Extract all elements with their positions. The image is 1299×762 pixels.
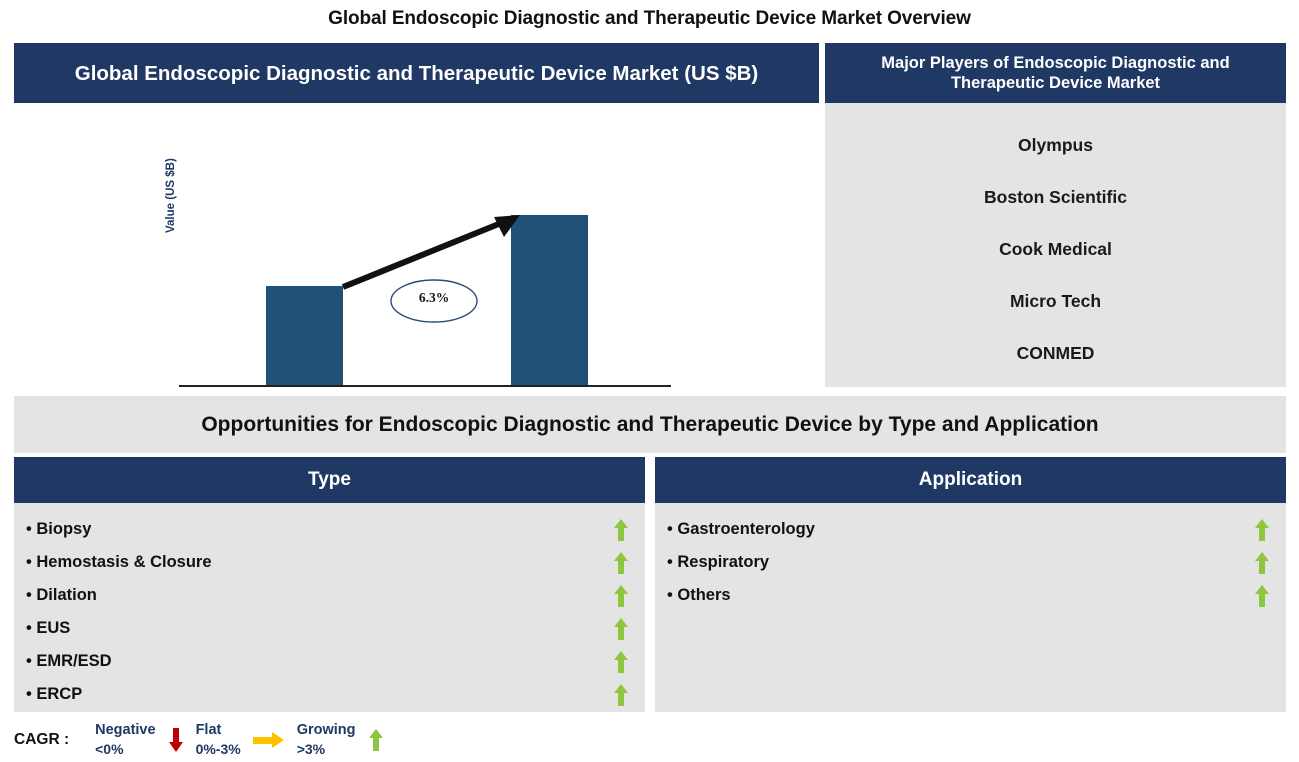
arrow-right-icon	[252, 732, 285, 748]
list-item: Micro Tech	[1009, 291, 1102, 311]
market-chart-panel: Global Endoscopic Diagnostic and Therape…	[14, 43, 819, 445]
arrow-down-icon-wrapper	[168, 728, 184, 752]
column-header-application: Application	[655, 457, 1286, 503]
list-item: Olympus	[1018, 135, 1093, 155]
legend-label-negative: Negative	[95, 722, 156, 739]
table-row: • Dilation	[14, 579, 645, 612]
opportunities-columns: Type • Biopsy • Hemostasis & Closure • D…	[14, 457, 1286, 712]
type-label: • Hemostasis & Closure	[26, 553, 212, 571]
arrow-up-icon	[1254, 584, 1270, 607]
table-row: • EUS	[14, 612, 645, 645]
type-label: • EMR/ESD	[26, 652, 112, 670]
cagr-legend: CAGR : Negative <0% Flat 0%-3% Growing >…	[14, 718, 714, 762]
opportunities-title: Opportunities for Endoscopic Diagnostic …	[201, 412, 1099, 436]
arrow-up-icon	[613, 584, 629, 607]
market-bar-chart: Value (US $B) 2025 2031 6.3% Source : Lu…	[14, 103, 819, 445]
major-players-list: Olympus Boston Scientific Cook Medical M…	[825, 103, 1286, 387]
arrow-up-icon	[613, 551, 629, 574]
opportunities-type-column: Type • Biopsy • Hemostasis & Closure • D…	[14, 457, 645, 712]
application-label: • Others	[667, 586, 731, 604]
application-label: • Respiratory	[667, 553, 770, 571]
arrow-up-icon-wrapper	[368, 729, 384, 751]
arrow-up-icon	[368, 729, 384, 751]
list-item: CONMED	[1016, 343, 1095, 363]
arrow-up-icon	[613, 683, 629, 706]
bar-2031	[511, 215, 588, 385]
arrow-up-icon	[613, 650, 629, 673]
major-players-panel: Major Players of Endoscopic Diagnostic a…	[825, 43, 1286, 387]
table-row: • Hemostasis & Closure	[14, 546, 645, 579]
cagr-legend-title: CAGR :	[14, 731, 70, 748]
table-row: • Respiratory	[655, 546, 1286, 579]
legend-range-negative: <0%	[95, 741, 124, 758]
legend-entry-negative: Negative <0%	[95, 721, 155, 759]
table-row: • Others	[655, 579, 1286, 612]
x-axis-line	[179, 385, 671, 387]
type-list: • Biopsy • Hemostasis & Closure • Dilati…	[14, 503, 645, 711]
legend-entry-growing: Growing >3%	[297, 721, 356, 759]
page-title: Global Endoscopic Diagnostic and Therape…	[328, 8, 971, 29]
table-row: • Biopsy	[14, 513, 645, 546]
opportunities-application-column: Application • Gastroenterology • Respira…	[655, 457, 1286, 712]
legend-range-flat: 0%-3%	[195, 741, 241, 758]
column-header-type: Type	[14, 457, 645, 503]
application-label: • Gastroenterology	[667, 520, 815, 538]
y-axis-label: Value (US $B)	[165, 158, 177, 233]
type-label: • Dilation	[26, 586, 97, 604]
legend-entry-flat: Flat 0%-3%	[196, 721, 241, 759]
table-row: • EMR/ESD	[14, 645, 645, 678]
major-players-header: Major Players of Endoscopic Diagnostic a…	[825, 43, 1286, 103]
top-row: Global Endoscopic Diagnostic and Therape…	[14, 43, 1286, 445]
market-chart-header: Global Endoscopic Diagnostic and Therape…	[14, 43, 819, 103]
opportunities-band: Opportunities for Endoscopic Diagnostic …	[14, 396, 1286, 453]
bar-2025	[266, 286, 343, 385]
legend-label-growing: Growing	[296, 722, 356, 739]
type-label: • Biopsy	[26, 520, 92, 538]
list-item: Cook Medical	[999, 239, 1112, 259]
legend-range-growing: >3%	[296, 741, 326, 758]
arrow-up-icon	[1254, 551, 1270, 574]
cagr-value-label: 6.3%	[418, 290, 450, 305]
table-row: • Gastroenterology	[655, 513, 1286, 546]
arrow-down-icon	[168, 728, 184, 752]
type-label: • EUS	[26, 619, 71, 637]
type-label: • ERCP	[26, 685, 83, 703]
legend-label-flat: Flat	[195, 722, 222, 739]
arrow-up-icon	[613, 518, 629, 541]
list-item: Boston Scientific	[984, 187, 1127, 207]
arrow-up-icon	[1254, 518, 1270, 541]
arrow-up-icon	[613, 617, 629, 640]
application-list: • Gastroenterology • Respiratory • Other…	[655, 503, 1286, 612]
arrow-right-icon-wrapper	[252, 732, 285, 748]
table-row: • ERCP	[14, 678, 645, 711]
cagr-arrow-icon	[341, 215, 520, 323]
